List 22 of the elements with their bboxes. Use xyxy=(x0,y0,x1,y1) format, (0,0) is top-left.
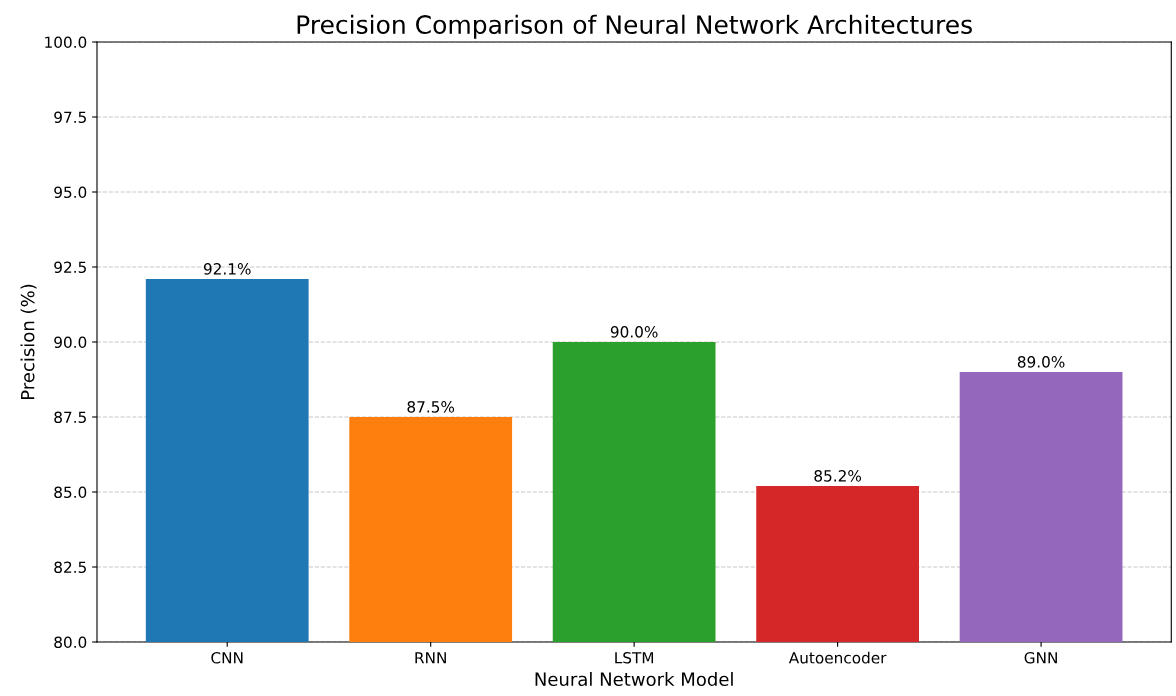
y-tick-label: 87.5 xyxy=(54,411,86,424)
data-label: 85.2% xyxy=(814,470,862,482)
y-tick-label: 100.0 xyxy=(45,36,87,49)
data-label: 90.0% xyxy=(610,326,658,338)
y-axis-title: Precision (%) xyxy=(20,284,37,399)
x-tick-label: RNN xyxy=(415,652,446,664)
x-axis-title: Neural Network Model xyxy=(535,672,733,687)
y-tick-label: 92.5 xyxy=(54,261,86,274)
data-label: 87.5% xyxy=(407,401,455,413)
y-tick-label: 85.0 xyxy=(54,486,87,499)
y-tick-label: 97.5 xyxy=(54,111,86,124)
y-tick-label: 82.5 xyxy=(54,561,86,574)
y-tick-label: 95.0 xyxy=(54,186,87,199)
data-label: 92.1% xyxy=(203,263,251,275)
data-label: 89.0% xyxy=(1017,356,1065,368)
x-tick-label: Autoencoder xyxy=(788,651,887,664)
chart-title: Precision Comparison of Neural Network Architectures xyxy=(297,14,972,39)
x-tick-label: CNN xyxy=(211,651,243,664)
x-tick-label: LSTM xyxy=(615,651,654,664)
y-tick-label: 80.0 xyxy=(54,636,87,649)
x-tick-label: GNN xyxy=(1024,651,1057,664)
y-tick-label: 90.0 xyxy=(54,336,87,349)
